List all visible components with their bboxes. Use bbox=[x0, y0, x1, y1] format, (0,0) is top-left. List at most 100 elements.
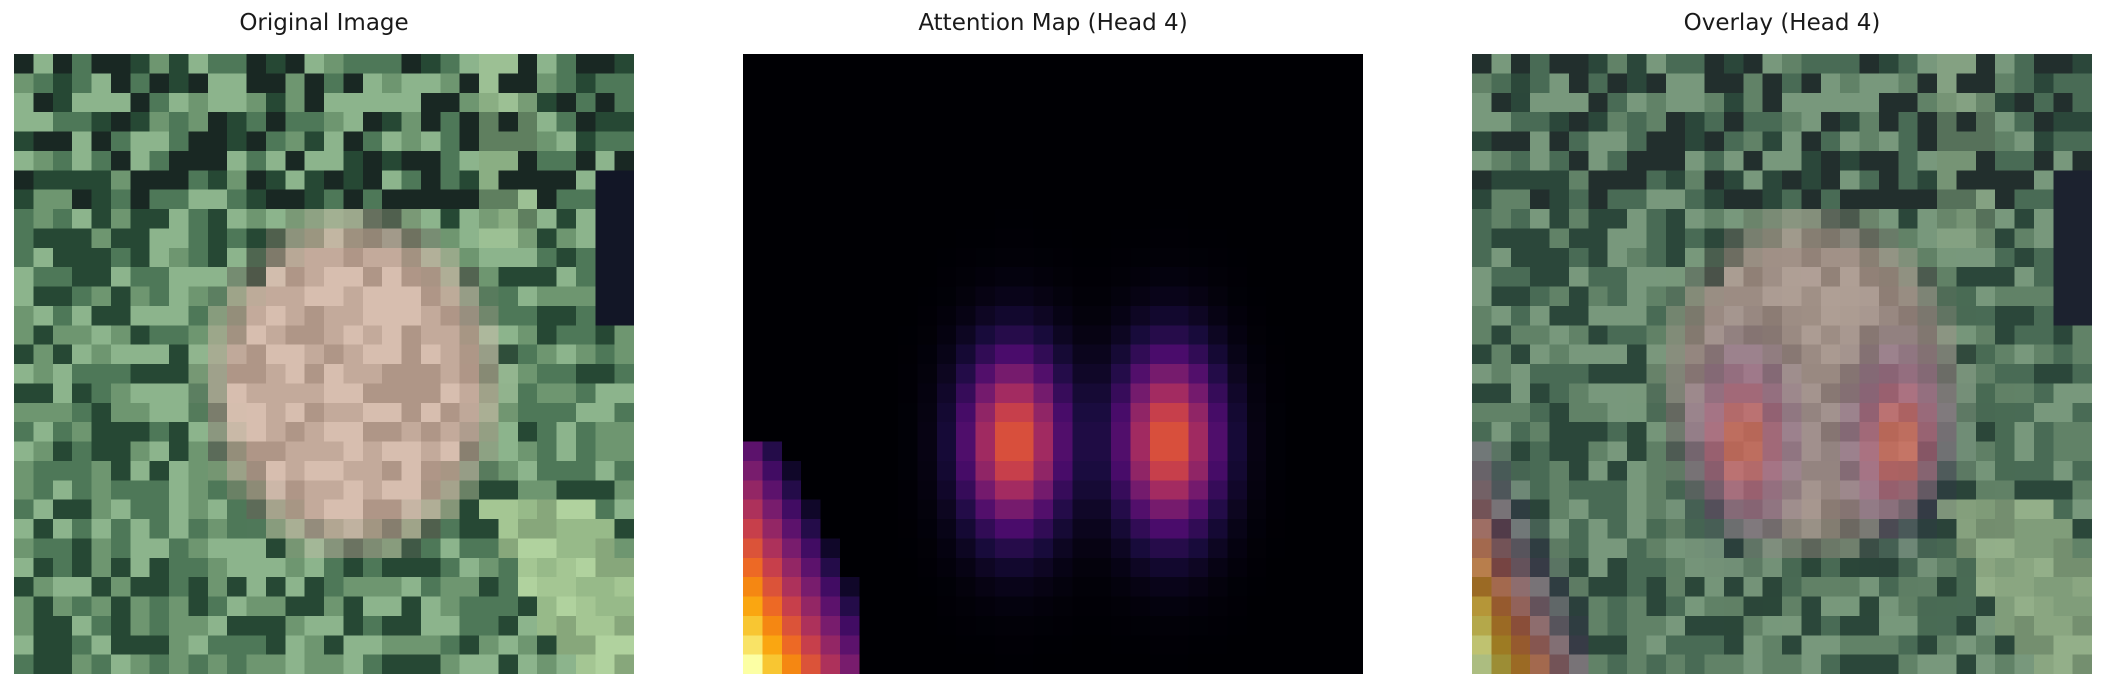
original-pixel bbox=[382, 615, 402, 636]
original-pixel bbox=[265, 73, 286, 94]
attention-pixel bbox=[1304, 267, 1325, 287]
original-pixel bbox=[188, 150, 209, 171]
original-pixel bbox=[362, 189, 383, 210]
overlay-pixel bbox=[1878, 189, 1899, 210]
overlay-pixel bbox=[1549, 499, 1570, 520]
attention-pixel bbox=[1014, 519, 1035, 539]
attention-pixel bbox=[1111, 131, 1131, 152]
original-pixel bbox=[459, 615, 480, 636]
attention-pixel bbox=[1130, 305, 1151, 326]
overlay-pixel bbox=[2014, 480, 2035, 501]
original-pixel bbox=[517, 189, 538, 210]
original-pixel bbox=[246, 131, 267, 152]
original-pixel bbox=[575, 170, 596, 191]
original-pixel bbox=[614, 54, 634, 74]
overlay-pixel bbox=[1646, 54, 1667, 74]
overlay-pixel bbox=[2053, 615, 2074, 636]
overlay-pixel bbox=[1723, 654, 1744, 674]
attention-pixel bbox=[1053, 402, 1073, 423]
original-pixel bbox=[440, 228, 461, 249]
attention-pixel bbox=[1246, 615, 1267, 636]
original-pixel bbox=[420, 267, 441, 287]
overlay-pixel bbox=[1840, 577, 1860, 597]
overlay-pixel bbox=[1723, 73, 1744, 94]
original-pixel bbox=[537, 538, 557, 559]
original-pixel bbox=[479, 170, 499, 191]
overlay-pixel bbox=[1995, 150, 2015, 171]
attention-pixel bbox=[878, 460, 899, 481]
original-pixel bbox=[149, 441, 170, 462]
overlay-pixel bbox=[1530, 209, 1550, 229]
overlay-pixel bbox=[1510, 441, 1531, 462]
original-pixel bbox=[420, 654, 441, 674]
attention-pixel bbox=[1246, 596, 1267, 617]
original-pixel bbox=[91, 228, 112, 249]
attention-pixel bbox=[781, 92, 802, 113]
original-pixel bbox=[72, 112, 92, 132]
overlay-pixel bbox=[2072, 422, 2092, 442]
overlay-pixel bbox=[2053, 519, 2074, 539]
original-pixel bbox=[246, 189, 267, 210]
overlay-pixel bbox=[1859, 150, 1880, 171]
original-pixel bbox=[52, 209, 73, 229]
original-pixel bbox=[324, 228, 344, 249]
attention-pixel bbox=[1014, 209, 1035, 229]
original-pixel bbox=[304, 150, 325, 171]
original-pixel bbox=[440, 247, 461, 268]
overlay-pixel bbox=[1530, 364, 1550, 384]
attention-pixel bbox=[1072, 615, 1093, 636]
attention-pixel bbox=[1033, 596, 1054, 617]
attention-pixel bbox=[1053, 344, 1073, 365]
attention-pixel bbox=[1111, 267, 1131, 287]
attention-pixel bbox=[1130, 325, 1151, 346]
original-pixel bbox=[207, 73, 228, 94]
overlay-pixel bbox=[1782, 131, 1802, 152]
original-pixel bbox=[517, 519, 538, 539]
overlay-pixel bbox=[1627, 557, 1647, 578]
overlay-pixel bbox=[1762, 402, 1783, 423]
original-pixel bbox=[265, 247, 286, 268]
overlay-pixel bbox=[1704, 170, 1725, 191]
attention-pixel bbox=[1053, 73, 1073, 94]
overlay-pixel bbox=[1743, 499, 1764, 520]
overlay-pixel bbox=[1704, 189, 1725, 210]
overlay-pixel bbox=[1917, 325, 1938, 346]
original-pixel bbox=[207, 209, 228, 229]
attention-pixel bbox=[1208, 635, 1228, 656]
original-pixel bbox=[575, 615, 596, 636]
overlay-pixel bbox=[1975, 460, 1996, 481]
overlay-pixel bbox=[1510, 519, 1531, 539]
attention-pixel bbox=[1343, 247, 1363, 268]
original-pixel bbox=[362, 170, 383, 191]
attention-pixel bbox=[743, 635, 763, 656]
overlay-pixel bbox=[1491, 596, 1512, 617]
attention-pixel bbox=[1053, 441, 1073, 462]
overlay-pixel bbox=[1549, 131, 1570, 152]
attention-pixel bbox=[1014, 577, 1035, 597]
original-pixel bbox=[110, 499, 131, 520]
original-pixel bbox=[459, 383, 480, 404]
overlay-pixel bbox=[1530, 247, 1550, 268]
overlay-pixel bbox=[1995, 383, 2015, 404]
overlay-pixel bbox=[1568, 441, 1589, 462]
overlay-pixel bbox=[1820, 460, 1841, 481]
original-pixel bbox=[304, 267, 325, 287]
original-pixel bbox=[614, 577, 634, 597]
original-pixel bbox=[556, 654, 577, 674]
overlay-pixel bbox=[1878, 519, 1899, 539]
original-pixel bbox=[479, 615, 499, 636]
original-pixel bbox=[459, 460, 480, 481]
overlay-pixel bbox=[1995, 267, 2015, 287]
original-pixel bbox=[14, 364, 34, 384]
overlay-pixel bbox=[1685, 344, 1705, 365]
overlay-pixel bbox=[2014, 402, 2035, 423]
overlay-pixel bbox=[1588, 383, 1609, 404]
original-pixel bbox=[324, 267, 344, 287]
attention-pixel bbox=[762, 635, 783, 656]
attention-pixel bbox=[1285, 538, 1306, 559]
original-pixel bbox=[517, 480, 538, 501]
original-pixel bbox=[382, 460, 402, 481]
attention-pixel bbox=[1149, 305, 1170, 326]
overlay-pixel bbox=[1607, 596, 1628, 617]
attention-pixel bbox=[1149, 422, 1170, 442]
